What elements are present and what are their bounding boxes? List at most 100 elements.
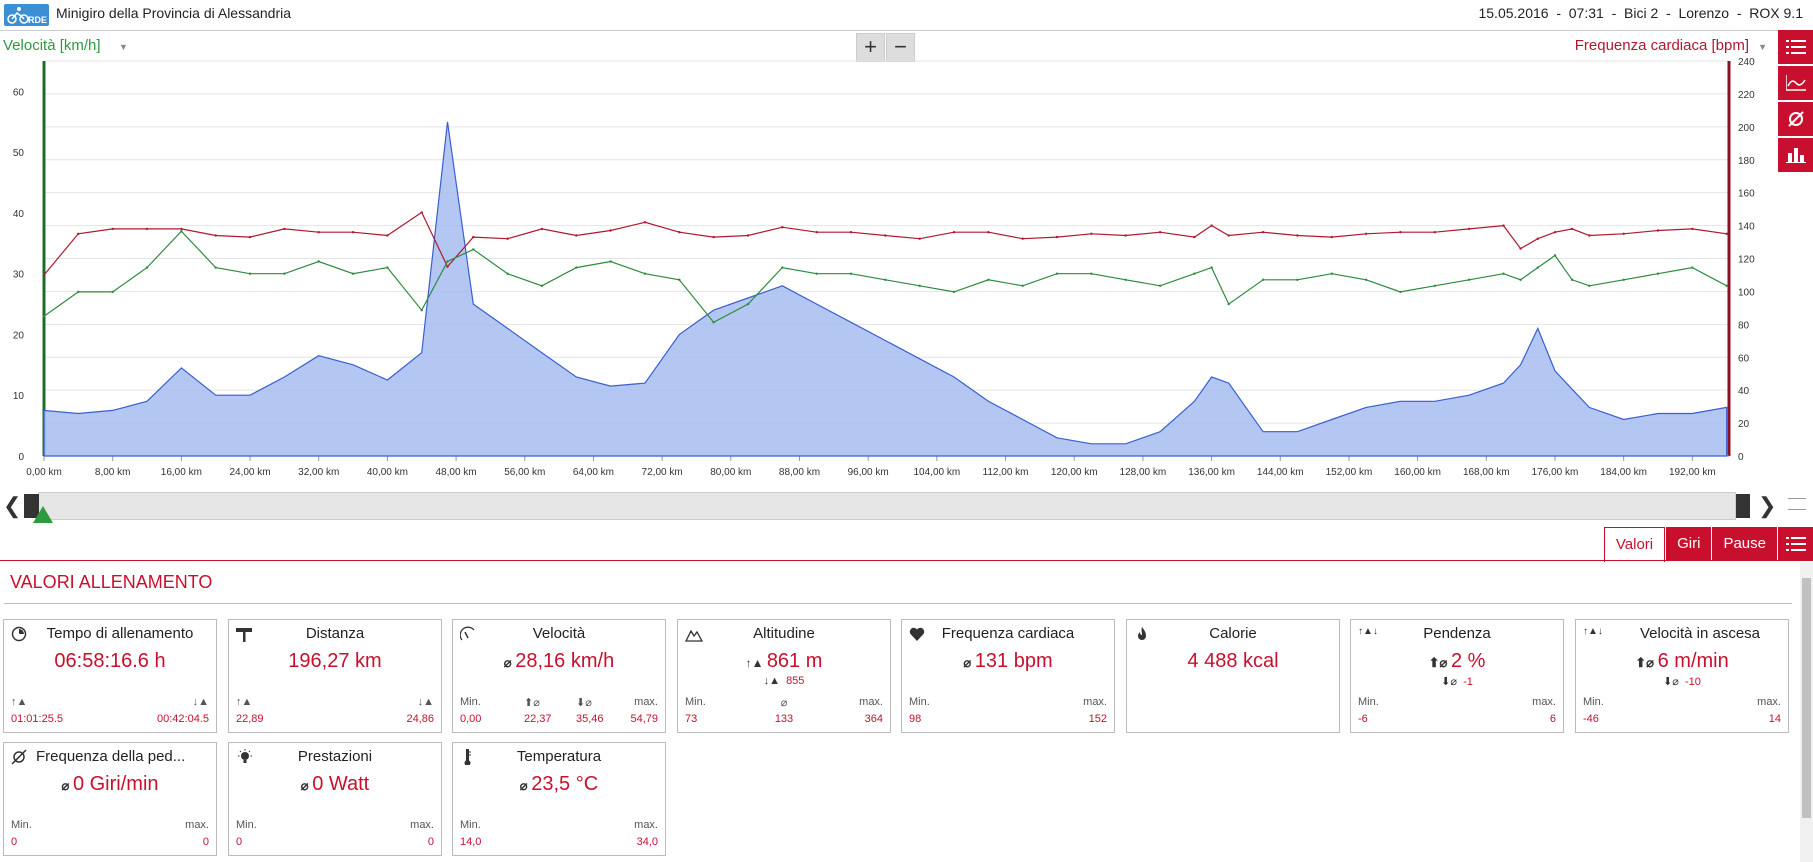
flame-icon: [1138, 627, 1146, 640]
heart-rate-point: [1055, 235, 1059, 239]
card-cadence[interactable]: Frequenza della ped... ⌀ 0 Giri/min Min.…: [3, 742, 217, 856]
speed-point: [1691, 266, 1694, 269]
left-axis-selector[interactable]: Velocità [km/h]: [3, 37, 101, 54]
speed-point: [1433, 284, 1437, 287]
x-tick-label: 160,00 km: [1394, 467, 1441, 478]
cadence-icon: [11, 749, 27, 765]
scrollbar-thumb[interactable]: [1802, 578, 1811, 818]
cadence-max: 0: [202, 836, 209, 848]
cadence-value: 0 Giri/min: [72, 773, 159, 795]
speed-point: [1519, 278, 1522, 281]
speed-point: [1553, 254, 1557, 257]
speed-point: [1570, 278, 1574, 281]
section-divider: [4, 603, 1792, 604]
speed-point: [472, 248, 475, 251]
heart-rate-point: [1588, 234, 1591, 237]
session-info: 15.05.2016 - 07:31 - Bici 2 - Lorenzo - …: [1478, 5, 1803, 21]
speed-point: [849, 272, 853, 275]
drag-handle-icon[interactable]: [1788, 498, 1806, 510]
speed-point: [1364, 278, 1368, 281]
menu-icon: [1785, 537, 1806, 551]
left-tick-label: 60: [13, 87, 25, 98]
heart-rate-point: [1090, 232, 1093, 235]
x-tick-label: 88,00 km: [779, 467, 820, 478]
average-icon: [1787, 111, 1804, 127]
climb-speed-max: 14: [1768, 713, 1781, 725]
x-tick-label: 192,00 km: [1669, 467, 1716, 478]
speed-point: [1656, 272, 1660, 275]
heart-rate-point: [248, 235, 252, 239]
line-chart-button[interactable]: [1778, 66, 1813, 100]
left-axis-dropdown-icon[interactable]: ▼: [119, 42, 128, 52]
average-icon: ⌀: [300, 778, 313, 793]
card-speed[interactable]: Velocità ⌀ 28,16 km/h Min. ⬆⌀ ⬇⌀ max. 0,00 2…: [452, 619, 666, 733]
speed-point: [1467, 278, 1471, 281]
range-start-handle[interactable]: [24, 494, 39, 518]
right-axis-dropdown-icon[interactable]: ▼: [1758, 42, 1767, 52]
right-axis-selector[interactable]: Frequenza cardiaca [bpm]: [1574, 37, 1749, 54]
card-climb-speed[interactable]: ↑▲↓ Velocità in ascesa ⬆⌀ 6 m/min ⬇⌀ -10…: [1575, 619, 1789, 733]
tab-valori[interactable]: Valori: [1603, 527, 1666, 562]
speed-point: [575, 266, 578, 269]
lightbulb-icon: [238, 749, 252, 763]
left-tick-label: 20: [13, 330, 25, 341]
card-title: Temperatura: [516, 748, 602, 765]
distance-value: 196,27 km: [288, 650, 382, 672]
heart-rate-point: [1502, 224, 1505, 227]
range-track[interactable]: [38, 492, 1736, 520]
x-tick-label: 96,00 km: [848, 467, 889, 478]
slope-min: -6: [1358, 713, 1368, 725]
position-marker-icon[interactable]: [32, 506, 54, 524]
heart-rate-point: [506, 237, 509, 240]
speed-point: [180, 230, 183, 233]
list-view-button[interactable]: [1778, 30, 1813, 64]
range-left-arrow-icon[interactable]: ❮: [3, 493, 22, 518]
x-tick-label: 8,00 km: [95, 467, 131, 478]
bar-chart-button[interactable]: [1778, 138, 1813, 172]
card-slope[interactable]: ↑▲↓ Pendenza ⬆⌀ 2 % ⬇⌀ -1 Min. max. -6 6: [1350, 619, 1564, 733]
heart-rate-point: [446, 265, 449, 268]
min-label: Min.: [236, 819, 257, 831]
speed-point: [609, 260, 612, 263]
card-power[interactable]: Prestazioni ⌀ 0 Watt Min. max. 0 0: [228, 742, 442, 856]
zoom-out-button[interactable]: −: [886, 33, 915, 62]
min-label: Min.: [1583, 696, 1604, 708]
card-temperature[interactable]: Temperatura ⌀ 23,5 °C Min. max. 14,0 34,0: [452, 742, 666, 856]
tabs-menu-button[interactable]: [1778, 527, 1813, 561]
heart-rate-point: [540, 227, 544, 231]
card-distance[interactable]: Distanza 196,27 km ↑▲ ↓▲ 22,89 24,86: [228, 619, 442, 733]
section-title: VALORI ALLENAMENTO: [10, 572, 213, 592]
range-right-arrow-icon[interactable]: ❯: [1758, 493, 1777, 518]
range-end-handle[interactable]: [1736, 494, 1750, 518]
downhill-time: 00:42:04.5: [157, 713, 209, 725]
speed-point: [420, 309, 423, 312]
training-chart[interactable]: 0 10 20 30 40 50 60 0 20 40 60 80 100 120 140 160 180 200…: [0, 56, 1780, 486]
card-heart-rate[interactable]: Frequenza cardiaca ⌀ 131 bpm Min. max. 98…: [901, 619, 1115, 733]
heart-rate-point: [849, 231, 853, 234]
uphill-average-icon: ⬆⌀: [1428, 655, 1451, 670]
heart-rate-point: [815, 231, 818, 234]
x-tick-label: 144,00 km: [1257, 467, 1304, 478]
card-calories[interactable]: Calorie 4 488 kcal: [1126, 619, 1340, 733]
x-tick-label: 56,00 km: [504, 467, 545, 478]
heart-rate-point: [1536, 237, 1540, 240]
card-altitude[interactable]: Altitudine ↑▲ 861 m ↓▲ 855 Min. ⌀ max. 73 1…: [677, 619, 891, 733]
average-button[interactable]: [1778, 102, 1813, 136]
min-label: Min.: [909, 696, 930, 708]
cadence-min: 0: [11, 836, 18, 848]
speed-point: [351, 272, 355, 275]
heart-rate-point: [712, 235, 715, 239]
speed-point: [386, 266, 389, 269]
speed-point: [643, 272, 647, 275]
x-tick-label: 152,00 km: [1326, 467, 1373, 478]
tab-giri[interactable]: Giri: [1665, 527, 1712, 561]
max-label: max.: [634, 696, 658, 708]
speed-point: [1330, 272, 1334, 275]
x-tick-label: 72,00 km: [642, 467, 683, 478]
x-tick-label: 184,00 km: [1600, 467, 1647, 478]
speed-point: [1588, 284, 1591, 287]
min-label: Min.: [460, 696, 481, 708]
card-training-time[interactable]: Tempo di allenamento 06:58:16.6 h ↑▲ ↓▲ 0…: [3, 619, 217, 733]
left-tick-label: 30: [13, 270, 25, 281]
tab-pause[interactable]: Pause: [1711, 527, 1777, 561]
